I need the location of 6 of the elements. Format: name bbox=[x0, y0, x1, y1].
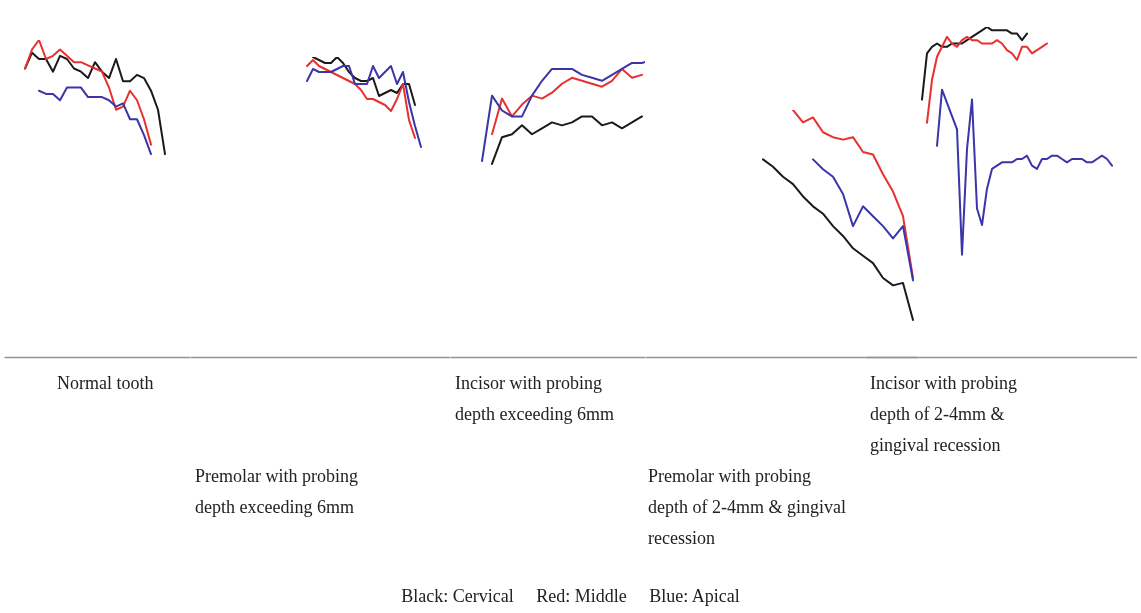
x-axis-title: Incisor with probing depth of 2-4mm & gingival recession bbox=[870, 372, 1018, 457]
x-axis-title: Premolar with probing depth exceeding 6mm bbox=[195, 465, 359, 519]
text: Black: Cervical Red: Middle Blue: Apical bbox=[400, 586, 741, 607]
x-axis-title: Normal tooth bbox=[57, 372, 155, 395]
x-axis-title: Premolar with probing depth of 2-4mm & gingival recession bbox=[648, 465, 847, 550]
x-axis-title: Incisor with probing depth exceeding 6mm bbox=[455, 372, 615, 426]
